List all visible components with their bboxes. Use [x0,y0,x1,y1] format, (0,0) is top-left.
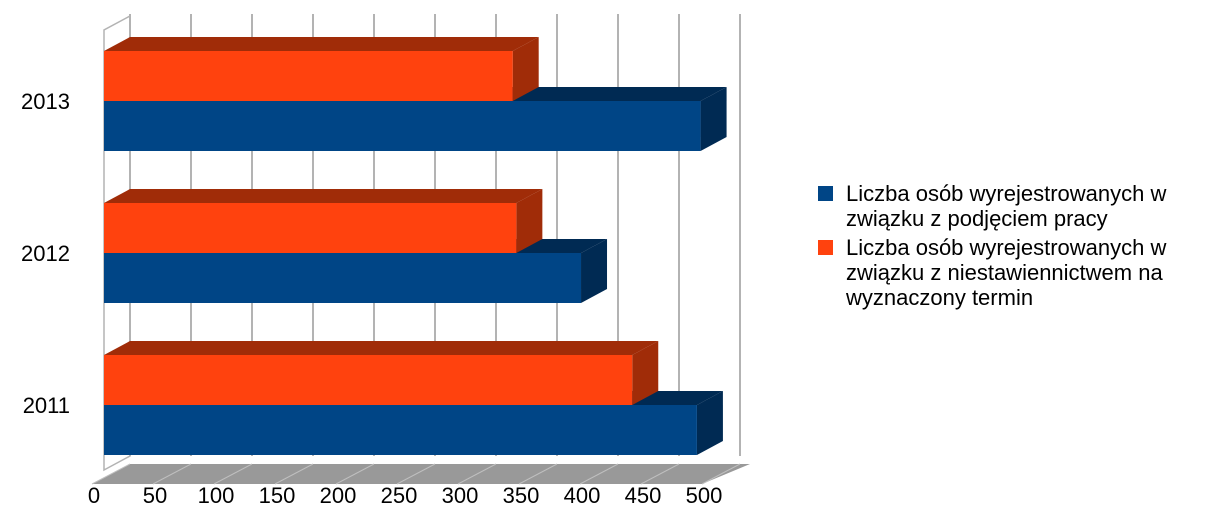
floor-line-50 [152,463,192,485]
y-tick-label-2013: 2013 [21,89,70,114]
legend-item-series-1: Liczba osób wyrejestrowanych w związku z… [818,181,1228,231]
bar-2013-s2 [104,51,513,101]
y-tick-label-2012: 2012 [21,241,70,266]
bar-top-2011-s2 [104,341,659,355]
bar-top-2012-s2 [104,189,543,203]
bar-2012-s1 [104,253,582,303]
x-tick-label-350: 350 [503,483,540,508]
bar-2011-s2 [104,355,633,405]
x-tick-label-150: 150 [259,483,296,508]
chart-floor [92,464,750,484]
legend-label-series-2: Liczba osób wyrejestrowanych w związku z… [846,235,1167,310]
bar-2011-s1 [104,405,697,455]
x-tick-label-0: 0 [88,483,100,508]
bar-side-2013-s1 [700,87,727,151]
bar-side-2013-s2 [512,37,539,101]
x-tick-label-200: 200 [320,483,357,508]
x-tick-label-450: 450 [625,483,662,508]
bar-side-2011-s1 [696,391,723,455]
bar-2013-s1 [104,101,701,151]
bar-side-2012-s1 [581,239,608,303]
legend-swatch-series-1 [818,186,833,201]
legend-swatch-series-2 [818,240,833,255]
x-tick-label-50: 50 [143,483,167,508]
y-tick-label-2011: 2011 [23,393,70,418]
floor-line-250 [396,463,436,485]
floor-line-500 [701,463,741,485]
floor-line-200 [335,463,375,485]
floor-line-400 [579,463,619,485]
legend-item-series-2: Liczba osób wyrejestrowanych w związku z… [818,235,1228,310]
bar-2012-s2 [104,203,517,253]
x-tick-label-400: 400 [564,483,601,508]
bar-side-2011-s2 [632,341,659,405]
floor-line-450 [640,463,680,485]
legend-label-series-1: Liczba osób wyrejestrowanych w związku z… [846,181,1167,231]
x-tick-label-500: 500 [686,483,723,508]
bar-side-2012-s2 [516,189,543,253]
legend: Liczba osób wyrejestrowanych w związku z… [818,181,1228,314]
x-tick-label-100: 100 [198,483,235,508]
x-tick-label-250: 250 [381,483,418,508]
bar-top-2013-s2 [104,37,539,51]
floor-line-100 [213,463,253,485]
floor-line-300 [457,463,497,485]
floor-line-150 [274,463,314,485]
x-tick-label-300: 300 [442,483,479,508]
floor-line-0 [91,463,131,485]
floor-line-350 [518,463,558,485]
